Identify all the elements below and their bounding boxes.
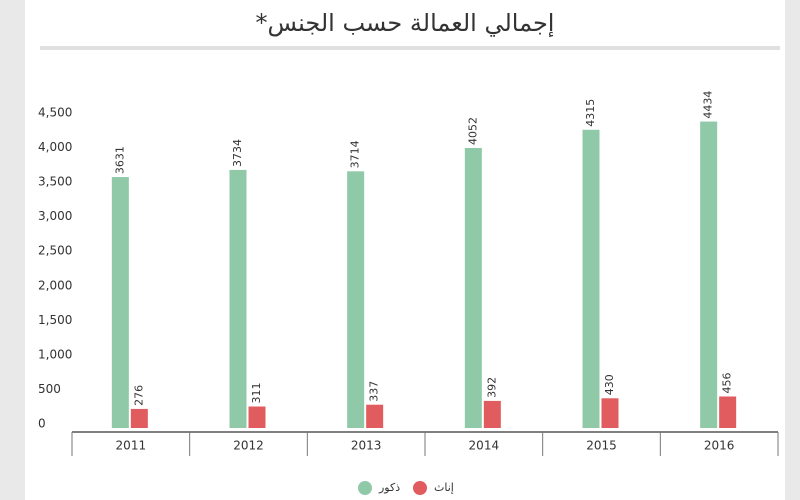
x-tick-label: 2012 (233, 439, 264, 453)
legend-marker (413, 481, 427, 495)
bar (719, 396, 737, 428)
y-tick-label: 1,000 (38, 347, 72, 361)
y-tick-label: 500 (38, 382, 61, 396)
value-label: 311 (250, 383, 263, 404)
bar (483, 400, 501, 428)
bar (248, 406, 266, 428)
value-label: 456 (721, 372, 734, 393)
y-tick-label: 3,000 (38, 209, 72, 223)
bar (601, 398, 619, 428)
bar (366, 404, 384, 428)
value-label: 4052 (466, 117, 479, 145)
y-tick-label: 4,000 (38, 140, 72, 154)
value-label: 4315 (584, 99, 597, 127)
y-tick-label: 1,500 (38, 313, 72, 327)
x-tick-label: 2015 (586, 439, 617, 453)
legend-marker (358, 481, 372, 495)
y-tick-label: 2,500 (38, 244, 72, 258)
bar (464, 147, 482, 428)
value-label: 276 (132, 385, 145, 406)
y-tick-label: 2,000 (38, 278, 72, 292)
y-tick-label: 4,500 (38, 106, 72, 120)
bar (130, 408, 148, 428)
bar (347, 171, 365, 428)
y-tick-label: 0 (38, 417, 46, 431)
panel (25, 0, 785, 500)
chart-title: إجمالي العمالة حسب الجنس* (256, 9, 555, 38)
legend-label: إناث (434, 481, 454, 494)
value-label: 4434 (702, 91, 715, 119)
value-label: 3714 (349, 140, 362, 168)
value-label: 3631 (113, 146, 126, 174)
bar (700, 121, 718, 428)
value-label: 337 (368, 381, 381, 402)
bar (582, 129, 600, 428)
y-tick-label: 3,500 (38, 175, 72, 189)
bar (229, 169, 247, 428)
x-tick-label: 2014 (469, 439, 500, 453)
x-tick-label: 2016 (704, 439, 735, 453)
x-tick-label: 2011 (116, 439, 147, 453)
x-tick-label: 2013 (351, 439, 382, 453)
value-label: 430 (603, 374, 616, 395)
bar (111, 177, 129, 428)
value-label: 392 (485, 377, 498, 398)
legend-label: ذكور (378, 481, 400, 494)
title-rule (40, 46, 780, 50)
value-label: 3734 (231, 139, 244, 167)
